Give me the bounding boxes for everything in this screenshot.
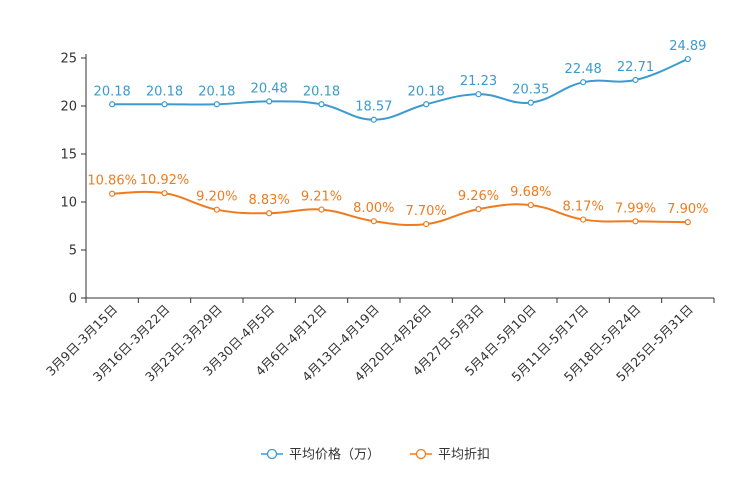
legend-swatch-marker — [266, 448, 278, 460]
y-tick-label: 0 — [69, 292, 77, 307]
y-tick-label: 5 — [69, 244, 77, 259]
data-label: 9.68% — [510, 185, 551, 200]
y-tick-label: 20 — [60, 100, 77, 115]
data-point — [213, 101, 220, 108]
data-label: 9.20% — [196, 190, 237, 205]
data-label: 20.35 — [512, 83, 549, 98]
legend-swatch-marker — [415, 448, 427, 460]
data-point — [475, 206, 482, 213]
data-label: 18.57 — [355, 100, 392, 115]
data-point — [109, 101, 116, 108]
series-line-2 — [112, 190, 688, 227]
data-points — [109, 55, 691, 228]
legend-item-1[interactable]: 平均价格（万） — [261, 447, 380, 463]
data-label: 20.18 — [303, 84, 340, 99]
y-tick-label: 15 — [60, 148, 77, 163]
data-label: 9.21% — [301, 190, 342, 205]
data-label: 9.26% — [458, 189, 499, 204]
data-labels: 20.18 20.18 20.18 20.48 20.18 18.57 20.18 21.23… — [87, 39, 708, 219]
legend[interactable]: 平均价格（万） 平均折扣 — [261, 447, 490, 463]
series-line-1 — [112, 58, 689, 121]
data-point — [423, 220, 430, 228]
data-point — [370, 218, 377, 225]
data-label: 21.23 — [460, 74, 497, 89]
data-label: 20.18 — [146, 84, 183, 99]
legend-item-2[interactable]: 平均折扣 — [410, 448, 490, 463]
data-point — [527, 99, 534, 106]
data-label: 22.48 — [565, 62, 602, 77]
data-label: 20.18 — [94, 84, 131, 99]
data-point — [632, 76, 639, 84]
data-label: 10.86% — [87, 174, 137, 189]
data-point — [266, 98, 273, 105]
data-label: 8.00% — [353, 201, 394, 216]
data-point — [161, 190, 168, 197]
data-point — [109, 190, 116, 197]
data-point — [632, 218, 639, 225]
data-label: 7.99% — [615, 201, 656, 216]
data-point — [318, 206, 325, 213]
data-label: 7.90% — [667, 202, 708, 217]
data-point — [475, 91, 482, 98]
data-label: 20.18 — [408, 84, 445, 99]
y-tick-label: 25 — [60, 52, 77, 67]
data-label: 7.70% — [406, 204, 447, 219]
data-label: 8.83% — [249, 193, 290, 208]
series-lines — [112, 58, 689, 227]
legend-label: 平均折扣 — [438, 448, 490, 463]
data-point — [684, 55, 691, 63]
data-point — [318, 101, 325, 108]
legend-label: 平均价格（万） — [289, 447, 380, 463]
y-tick-label: 10 — [60, 196, 77, 211]
data-point — [580, 216, 587, 223]
data-label: 20.48 — [251, 81, 288, 96]
data-point — [684, 219, 691, 226]
data-point — [423, 101, 430, 108]
data-label: 22.71 — [617, 60, 654, 75]
data-label: 10.92% — [140, 173, 190, 188]
data-point — [161, 101, 168, 108]
data-label: 24.89 — [669, 39, 706, 54]
data-label: 8.17% — [563, 200, 604, 215]
data-label: 20.18 — [198, 84, 235, 99]
data-point — [527, 201, 534, 209]
data-point — [213, 206, 220, 213]
data-point — [370, 116, 377, 123]
data-point — [266, 210, 273, 217]
data-point — [580, 79, 587, 86]
